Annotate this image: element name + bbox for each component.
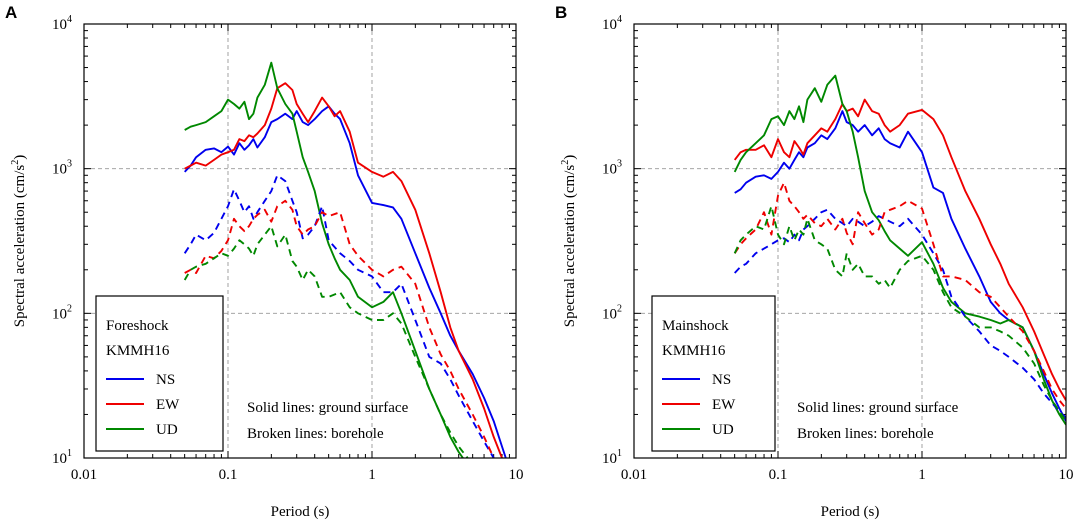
- y-axis-label: Spectral acceleration (cm/s2): [10, 155, 28, 327]
- panel-label: B: [555, 3, 567, 22]
- annotation-broken: Broken lines: borehole: [797, 426, 934, 442]
- annotation-solid: Solid lines: ground surface: [797, 400, 959, 416]
- legend-entry-ns: NS: [712, 372, 731, 388]
- annotation-broken: Broken lines: borehole: [247, 426, 384, 442]
- legend-entry-ud: UD: [156, 422, 178, 438]
- legend: Mainshock KMMH16 NS EW UD: [652, 296, 775, 451]
- x-tick-label: 0.1: [219, 467, 238, 483]
- legend-entry-ud: UD: [712, 422, 734, 438]
- y-tick-label: 103: [602, 159, 622, 178]
- x-axis-label: Period (s): [271, 504, 330, 520]
- legend-entry-ew: EW: [712, 397, 736, 413]
- chart-panel-b: B 0.01 0.1 1 10 101 102 103 104 Period (s) Spectra…: [555, 3, 1074, 520]
- legend-title-line: KMMH16: [106, 343, 170, 359]
- chart-panel-a: A 0.01 0.1 1 10 101 102 103 104 Period (s) Spectra…: [5, 3, 524, 520]
- x-tick-label: 1: [918, 467, 926, 483]
- legend: Foreshock KMMH16 NS EW UD: [96, 296, 223, 451]
- y-axis-label: Spectral acceleration (cm/s2): [560, 155, 578, 327]
- x-tick-label: 0.01: [71, 467, 97, 483]
- legend-title-line: KMMH16: [662, 343, 726, 359]
- y-tick-label: 101: [52, 448, 72, 467]
- x-tick-label: 0.1: [769, 467, 788, 483]
- series-group: [735, 76, 1066, 425]
- x-tick-label: 10: [509, 467, 524, 483]
- y-tick-label: 101: [602, 448, 622, 467]
- legend-title-line: Mainshock: [662, 318, 729, 334]
- legend-entry-ns: NS: [156, 372, 175, 388]
- annotation-solid: Solid lines: ground surface: [247, 400, 409, 416]
- series-line-ns: [735, 111, 1066, 421]
- y-tick-label: 102: [602, 303, 622, 322]
- legend-title-line: Foreshock: [106, 318, 169, 334]
- panel-label: A: [5, 3, 17, 22]
- x-axis-label: Period (s): [821, 504, 880, 520]
- y-tick-label: 104: [602, 14, 622, 33]
- series-line-ud: [735, 76, 1066, 425]
- figure: A0.01 0.1 1 10101102103104Period (s)Spectra…: [0, 0, 1079, 521]
- y-tick-label: 103: [52, 159, 72, 178]
- x-tick-label: 10: [1059, 467, 1074, 483]
- y-tick-label: 104: [52, 14, 72, 33]
- y-tick-label: 102: [52, 303, 72, 322]
- x-tick-label: 0.01: [621, 467, 647, 483]
- x-tick-label: 1: [368, 467, 376, 483]
- legend-entry-ew: EW: [156, 397, 180, 413]
